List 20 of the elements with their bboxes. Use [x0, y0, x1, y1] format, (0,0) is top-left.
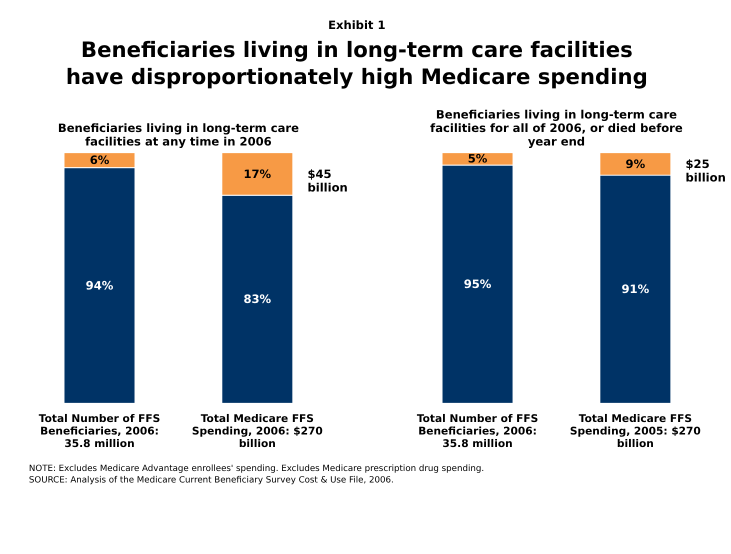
text: NOTE: Excludes Medicare Advantage enrollees' spending. Excludes Medicare prescription drug spending. — [28, 464, 484, 474]
data-label: 91% — [622, 282, 650, 296]
x-tick-label: Total Medicare FFS Spending, 2005: $270 billion — [570, 413, 701, 450]
data-label: 6% — [90, 152, 110, 167]
annotation: $25 billion — [686, 156, 726, 184]
x-tick-label: Total Medicare FFS Spending, 2006: $270 billion — [192, 413, 323, 450]
data-label: 17% — [243, 166, 272, 181]
source-note: SOURCE: Analysis of the Medicare Current Beneficiary Survey Cost & Use File, 2006. — [28, 475, 394, 486]
x-tick-label: Total Number of FFS Beneficiaries, 2006: 35.8 million — [38, 413, 160, 450]
annotation: $45 billion — [307, 166, 348, 194]
data-label: 95% — [464, 277, 492, 292]
data-label: 9% — [626, 156, 646, 171]
text: Exhibit 1 — [328, 18, 386, 32]
text: Beneficiaries living in long-term care facilities have disproportionately high Medicare spending — [66, 38, 648, 90]
x-tick-label: Total Number of FFS Beneficiaries, 2006: 35.8 million — [416, 413, 538, 450]
chart-title: Beneficiaries living in long-term care facilities for all of 2006, or died before year end — [430, 107, 683, 148]
data-label: 94% — [86, 278, 114, 292]
data-label: 83% — [243, 292, 272, 306]
data-label: 5% — [468, 152, 488, 166]
chart-title: Beneficiaries living in long-term care facilities at any time in 2006 — [58, 120, 300, 148]
